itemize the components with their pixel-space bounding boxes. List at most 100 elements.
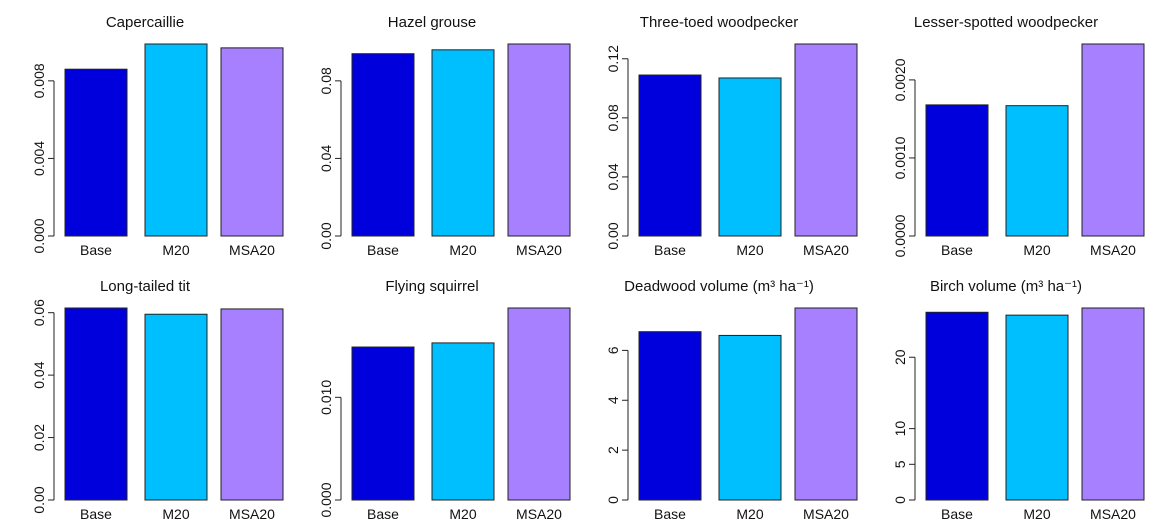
chart-panel: Birch volume (m³ ha⁻¹) 0 5 10 20 Base M20 MSA20 (861, 264, 1148, 528)
y-tick-label: 0.00 (318, 222, 334, 249)
y-tick-label: 0.004 (31, 141, 47, 176)
bar-msa20 (794, 43, 858, 237)
bar-m20 (431, 342, 495, 501)
chart-title: Deadwood volume (m³ ha⁻¹) (624, 278, 814, 295)
y-tick-label: 0.008 (31, 63, 47, 98)
y-tick-label: 4 (605, 396, 621, 404)
x-category-label: MSA20 (229, 506, 275, 522)
x-category-label: MSA20 (1090, 506, 1136, 522)
chart-panel: Long-tailed tit 0.00 0.02 0.04 0.06 Base M20 MS… (0, 264, 287, 528)
bar-msa20 (1081, 43, 1145, 237)
chart-svg: Lesser-spotted woodpecker 0.0000 0.0010 0.0… (892, 14, 1145, 258)
chart-title: Three-toed woodpecker (640, 14, 798, 31)
bar-m20 (1005, 314, 1069, 501)
bar-m20 (1005, 105, 1069, 237)
y-tick-label: 0.000 (318, 482, 334, 517)
chart-title: Flying squirrel (385, 278, 478, 295)
y-tick-label: 0.0020 (892, 58, 908, 101)
chart-panel: Flying squirrel 0.000 0.010 Base M20 MSA20 (287, 264, 574, 528)
chart-panel: Lesser-spotted woodpecker 0.0000 0.0010 0.0… (861, 0, 1148, 264)
bar-msa20 (794, 307, 858, 501)
chart-panel: Three-toed woodpecker 0.00 0.04 0.08 0.12 Bas… (574, 0, 861, 264)
bar-m20 (431, 49, 495, 237)
y-tick-label: 0.12 (605, 45, 621, 72)
x-category-label: Base (654, 242, 686, 258)
y-tick-label: 0.04 (605, 163, 621, 190)
bar-base (925, 104, 989, 237)
y-tick-label: 0.000 (31, 218, 47, 253)
chart-svg: Three-toed woodpecker 0.00 0.04 0.08 0.12 Bas… (605, 14, 858, 258)
y-tick-label: 0.0010 (892, 136, 908, 179)
chart-title: Lesser-spotted woodpecker (914, 14, 1098, 31)
chart-svg: Flying squirrel 0.000 0.010 Base M20 MSA20 (318, 278, 571, 522)
y-tick-label: 0.06 (31, 299, 47, 326)
x-category-label: MSA20 (229, 242, 275, 258)
x-category-label: MSA20 (803, 506, 849, 522)
x-category-label: M20 (1023, 506, 1050, 522)
bar-base (64, 307, 128, 501)
chart-svg: Birch volume (m³ ha⁻¹) 0 5 10 20 Base M20 MSA20 (892, 278, 1145, 522)
y-tick-label: 0.02 (31, 424, 47, 451)
bar-m20 (718, 334, 782, 501)
chart-panel: Hazel grouse 0.00 0.04 0.08 Base M20 MSA20 (287, 0, 574, 264)
x-category-label: Base (654, 506, 686, 522)
x-category-label: MSA20 (803, 242, 849, 258)
bar-base (351, 346, 415, 501)
x-category-label: MSA20 (516, 506, 562, 522)
bar-msa20 (507, 307, 571, 501)
y-tick-label: 0.00 (605, 222, 621, 249)
chart-title: Hazel grouse (388, 14, 476, 31)
x-category-label: Base (367, 506, 399, 522)
bar-m20 (144, 43, 208, 237)
y-tick-label: 0.04 (31, 361, 47, 388)
x-category-label: M20 (736, 506, 763, 522)
y-tick-label: 6 (605, 346, 621, 354)
x-category-label: Base (80, 242, 112, 258)
y-tick-label: 0.0000 (892, 214, 908, 257)
x-category-label: M20 (162, 242, 189, 258)
y-tick-label: 0 (892, 496, 908, 504)
y-tick-label: 0.08 (605, 104, 621, 131)
bar-msa20 (507, 43, 571, 237)
chart-title: Birch volume (m³ ha⁻¹) (930, 278, 1082, 295)
x-category-label: M20 (449, 506, 476, 522)
bar-m20 (718, 77, 782, 237)
bar-msa20 (1081, 307, 1145, 501)
x-category-label: Base (80, 506, 112, 522)
x-category-label: MSA20 (1090, 242, 1136, 258)
bar-msa20 (220, 47, 284, 237)
bar-base (638, 74, 702, 237)
y-tick-label: 0.010 (318, 380, 334, 415)
x-category-label: Base (941, 242, 973, 258)
chart-title: Long-tailed tit (100, 278, 191, 295)
bar-m20 (144, 313, 208, 501)
y-tick-label: 0.00 (31, 486, 47, 513)
bar-base (351, 53, 415, 237)
x-category-label: M20 (449, 242, 476, 258)
x-category-label: MSA20 (516, 242, 562, 258)
chart-title: Capercaillie (106, 14, 184, 31)
bar-base (64, 68, 128, 237)
x-category-label: Base (367, 242, 399, 258)
y-tick-label: 5 (892, 460, 908, 468)
bar-base (638, 331, 702, 501)
x-category-label: M20 (1023, 242, 1050, 258)
y-tick-label: 0.04 (318, 145, 334, 172)
chart-svg: Capercaillie 0.000 0.004 0.008 Base M20 MSA20 (31, 14, 284, 258)
chart-svg: Hazel grouse 0.00 0.04 0.08 Base M20 MSA20 (318, 14, 571, 258)
chart-panel: Deadwood volume (m³ ha⁻¹) 0 2 4 6 Base M20 MSA2… (574, 264, 861, 528)
y-tick-label: 0.08 (318, 67, 334, 94)
chart-panel: Capercaillie 0.000 0.004 0.008 Base M20 MSA20 (0, 0, 287, 264)
bar-base (925, 311, 989, 501)
chart-svg: Deadwood volume (m³ ha⁻¹) 0 2 4 6 Base M20 MSA2… (605, 278, 858, 522)
y-tick-label: 0 (605, 496, 621, 504)
y-tick-label: 2 (605, 446, 621, 454)
bar-msa20 (220, 308, 284, 501)
x-category-label: M20 (162, 506, 189, 522)
y-tick-label: 10 (892, 421, 908, 437)
chart-svg: Long-tailed tit 0.00 0.02 0.04 0.06 Base M20 MS… (31, 278, 284, 522)
x-category-label: M20 (736, 242, 763, 258)
x-category-label: Base (941, 506, 973, 522)
y-tick-label: 20 (892, 349, 908, 365)
